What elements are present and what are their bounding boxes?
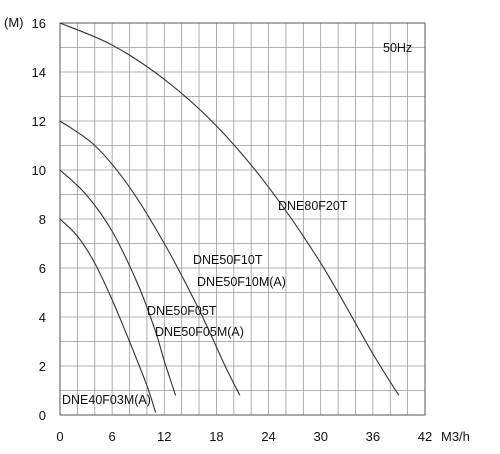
y-tick-label: 6 <box>39 261 46 276</box>
x-tick-label: 18 <box>209 429 223 444</box>
x-tick-label: 24 <box>261 429 275 444</box>
curve-label: DNE80F20T <box>278 199 348 213</box>
y-axis-unit-label: (M) <box>4 15 24 30</box>
curve-label: DNE40F03M(A) <box>62 393 151 407</box>
curve-label: DNE50F10M(A) <box>197 275 286 289</box>
y-tick-label: 16 <box>32 16 46 31</box>
x-tick-label: 6 <box>109 429 116 444</box>
y-tick-label: 0 <box>39 408 46 423</box>
y-tick-label: 14 <box>32 65 46 80</box>
curve-label: DNE50F10T <box>193 253 263 267</box>
curve-labels: DNE40F03M(A) DNE50F05T DNE50F05M(A) DNE50F1… <box>62 199 348 407</box>
x-tick-label: 42 <box>418 429 432 444</box>
x-tick-label: 0 <box>56 429 63 444</box>
y-tick-label: 8 <box>39 212 46 227</box>
pump-curve-1 <box>59 218 157 413</box>
y-tick-label: 4 <box>39 310 46 325</box>
x-tick-label: 30 <box>313 429 327 444</box>
x-tick-label: 36 <box>366 429 380 444</box>
x-tick-label: 12 <box>157 429 171 444</box>
grid <box>59 22 426 416</box>
curve-label: DNE50F05M(A) <box>155 325 244 339</box>
curves <box>59 22 400 413</box>
frequency-label: 50Hz <box>383 41 412 55</box>
y-tick-label: 10 <box>32 163 46 178</box>
pump-curve-4 <box>59 22 400 396</box>
pump-curve-3 <box>59 120 241 396</box>
curve-label: DNE50F05T <box>147 304 217 318</box>
y-tick-label: 2 <box>39 359 46 374</box>
pump-curve-2 <box>59 169 177 396</box>
x-axis-unit-label: M3/h <box>441 429 470 444</box>
y-tick-label: 12 <box>32 114 46 129</box>
